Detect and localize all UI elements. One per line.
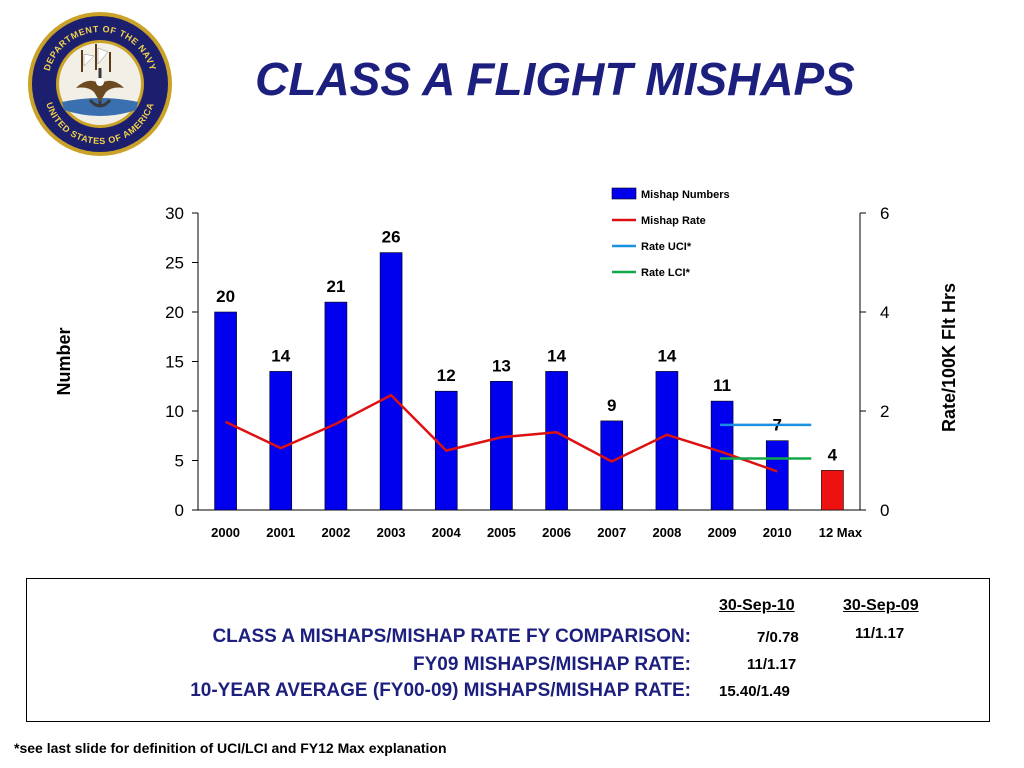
bar-data-label: 21 [326, 277, 345, 296]
category-label: 2003 [377, 525, 406, 540]
page-title: CLASS A FLIGHT MISHAPS [255, 53, 855, 105]
category-label: 2009 [708, 525, 737, 540]
right-tick-label: 6 [880, 204, 889, 223]
category-label: 2002 [321, 525, 350, 540]
legend-label: Rate LCI* [641, 267, 691, 279]
category-label: 2005 [487, 525, 516, 540]
category-label: 12 Max [819, 525, 863, 540]
bar-data-label: 13 [492, 356, 511, 375]
legend-label: Mishap Rate [641, 215, 706, 227]
bar-data-label: 11 [713, 376, 731, 395]
category-label: 2001 [266, 525, 295, 540]
left-tick-label: 15 [165, 353, 184, 372]
bar-data-label: 4 [828, 445, 838, 464]
col1-header: 30-Sep-10 [719, 597, 795, 614]
comparison-row-value1: 11/1.17 [747, 656, 797, 673]
comparison-row-value2: 11/1.17 [855, 625, 905, 642]
category-label: 2004 [432, 525, 462, 540]
mishap-rate-line [225, 393, 778, 473]
bar [379, 252, 403, 511]
right-tick-label: 4 [880, 303, 889, 322]
bar [490, 381, 513, 511]
col2-header: 30-Sep-09 [843, 597, 919, 614]
comparison-row-label: FY09 MISHAPS/MISHAP RATE: [412, 654, 691, 675]
comparison-panel: 30-Sep-10 30-Sep-09 CLASS A MISHAPS/MISH… [26, 578, 990, 722]
navy-seal-logo: DEPARTMENT OF THE NAVY UNITED STATES OF … [28, 12, 172, 156]
comparison-row-value1: 7/0.78 [757, 629, 799, 646]
bar-data-label: 14 [271, 346, 290, 365]
bar-data-label: 9 [607, 396, 616, 415]
bar-data-label: 12 [437, 366, 456, 385]
bar-data-label: 26 [382, 228, 401, 247]
left-tick-label: 10 [165, 402, 184, 421]
bar [821, 470, 844, 511]
legend-swatch [611, 187, 637, 200]
bar [269, 371, 293, 511]
bar [600, 420, 624, 511]
category-label: 2006 [542, 525, 571, 540]
comparison-row-value1: 15.40/1.49 [719, 683, 790, 700]
category-label: 2000 [211, 525, 240, 540]
bar-data-label: 20 [216, 287, 235, 306]
footnote: *see last slide for definition of UCI/LC… [14, 740, 447, 756]
right-axis-title: Rate/100K Flt Hrs [939, 283, 959, 432]
bar [655, 371, 679, 511]
comparison-row-label: CLASS A MISHAPS/MISHAP RATE FY COMPARISO… [212, 626, 691, 647]
category-label: 2007 [597, 525, 626, 540]
mishap-chart: 0 5 10 15 20 25 30 0 2 4 6 Number Rate/100K Flt Hrs 2… [54, 187, 959, 540]
left-axis-title: Number [54, 327, 74, 395]
bar [324, 301, 348, 511]
left-tick-label: 25 [165, 254, 184, 273]
right-tick-label: 2 [880, 402, 889, 421]
bar [765, 440, 789, 511]
left-tick-label: 30 [165, 204, 184, 223]
comparison-row-label: 10-YEAR AVERAGE (FY00-09) MISHAPS/MISHAP… [190, 680, 691, 701]
right-tick-label: 0 [880, 501, 889, 520]
bar-data-label: 14 [657, 346, 676, 365]
bar [214, 311, 237, 511]
category-label: 2008 [652, 525, 681, 540]
legend-label: Mishap Numbers [641, 189, 730, 201]
category-label: 2010 [763, 525, 792, 540]
legend-label: Rate UCI* [641, 241, 692, 253]
left-tick-label: 20 [165, 303, 184, 322]
bar [545, 371, 568, 511]
left-tick-label: 0 [175, 501, 184, 520]
left-tick-label: 5 [175, 452, 184, 471]
bar-data-label: 14 [547, 346, 566, 365]
